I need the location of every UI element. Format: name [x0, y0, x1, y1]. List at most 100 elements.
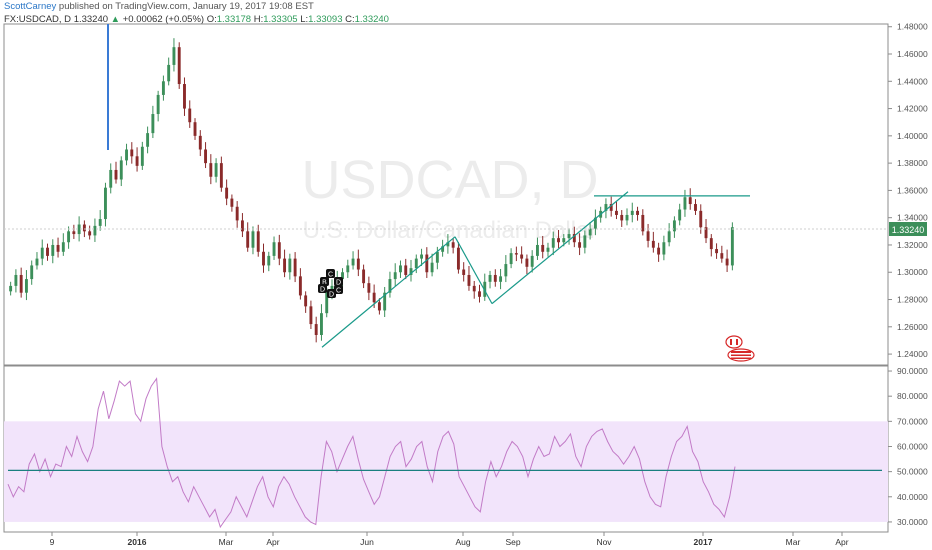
candle-body: [40, 247, 44, 259]
rsi-tick-label: 90.0000: [897, 366, 928, 376]
candle-body: [172, 47, 176, 65]
candle-body: [541, 244, 545, 252]
svg-text:B: B: [322, 280, 327, 287]
candle-body: [267, 255, 271, 266]
candle-body: [609, 204, 613, 211]
candle-body: [188, 108, 192, 123]
candle-body: [67, 231, 71, 243]
candle-body: [667, 231, 671, 243]
candle-body: [372, 292, 376, 303]
candle-body: [672, 220, 676, 232]
time-tick-label: Apr: [835, 537, 848, 547]
svg-text:C: C: [328, 272, 333, 279]
trendline[interactable]: [321, 236, 456, 348]
candle-body: [636, 210, 639, 215]
candle-body: [688, 197, 692, 205]
candle-body: [309, 306, 313, 325]
up-arrow-icon: ▲: [110, 14, 121, 25]
candle-body: [620, 214, 624, 221]
candle-body: [77, 224, 81, 235]
candle-body: [715, 249, 719, 254]
time-tick-label: 2017: [694, 537, 713, 547]
candle-body: [488, 274, 492, 282]
time-tick-label: 9: [50, 537, 55, 547]
candle-body: [562, 238, 566, 243]
candle-body: [730, 227, 734, 266]
candle-body: [130, 149, 134, 157]
svg-text:D: D: [329, 292, 334, 299]
candle-body: [346, 265, 350, 273]
candle-body: [499, 276, 503, 282]
price-tick-label: 1.40000: [897, 131, 928, 141]
rsi-group: [7, 377, 882, 529]
candle-body: [24, 279, 28, 293]
candle-body: [414, 258, 418, 269]
candle-body: [583, 235, 587, 248]
candle-body: [140, 146, 144, 166]
candle-body: [35, 258, 39, 266]
candle-body: [204, 149, 208, 164]
candle-body: [167, 64, 171, 82]
candle-body: [425, 254, 429, 273]
candle-body: [604, 204, 608, 211]
pattern-label-cluster[interactable]: C B D D C D: [318, 269, 343, 299]
price-tick-label: 1.36000: [897, 185, 928, 195]
candle-body: [615, 210, 618, 215]
rsi-line: [7, 377, 736, 529]
candle-body: [19, 274, 23, 293]
candle-body: [435, 251, 439, 263]
candle-body: [662, 242, 666, 255]
published-text: published on TradingView.com, January 19…: [58, 1, 314, 12]
rsi-tick-label: 50.0000: [897, 467, 928, 477]
candle-body: [472, 285, 476, 292]
candle-body: [9, 285, 13, 292]
author-link[interactable]: ScottCarney: [4, 1, 57, 12]
candle-body: [119, 160, 123, 180]
candle-body: [572, 234, 576, 243]
candle-body: [356, 258, 360, 270]
candle-body: [256, 231, 260, 252]
rsi-band: [4, 421, 888, 522]
candle-body: [535, 244, 539, 256]
open-value: 1.33178: [216, 14, 252, 25]
price-tick-label: 1.46000: [897, 49, 928, 59]
usa-flag-icon[interactable]: [727, 348, 755, 362]
last-price-tag-text: 1.33240: [892, 225, 925, 235]
candle-body: [441, 246, 445, 252]
candle-body: [694, 204, 697, 211]
symbol-label[interactable]: FX:USDCAD, D: [4, 14, 72, 25]
trendlines-group[interactable]: [321, 191, 750, 348]
candle-body: [125, 149, 128, 161]
candle-body: [456, 247, 460, 270]
price-tick-label: 1.42000: [897, 104, 928, 114]
price-tick-label: 1.28000: [897, 295, 928, 305]
candle-body: [393, 272, 397, 280]
candle-body: [551, 238, 555, 248]
candle-body: [104, 187, 107, 220]
trendline[interactable]: [491, 191, 629, 305]
canada-flag-icon[interactable]: [725, 335, 743, 349]
candle-body: [14, 274, 18, 286]
candle-body: [478, 291, 481, 297]
time-tick-label: Mar: [786, 537, 801, 547]
chart-header: ScottCarney published on TradingView.com…: [4, 0, 644, 28]
candle-body: [641, 214, 645, 232]
candle-body: [704, 227, 708, 239]
candle-body: [51, 244, 55, 256]
candle-body: [420, 254, 423, 259]
rsi-tick-label: 80.0000: [897, 391, 928, 401]
time-tick-label: Nov: [596, 537, 612, 547]
rsi-tick-label: 30.0000: [897, 517, 928, 527]
axes-group: 1.48000 1.46000 1.44000 1.42000 1.40000 1.380…: [50, 22, 928, 547]
candle-body: [283, 258, 287, 273]
candle-body: [625, 214, 629, 221]
time-tick-label: 2016: [128, 537, 147, 547]
candle-body: [156, 94, 160, 115]
candle-body: [146, 133, 150, 147]
candle-body: [114, 169, 118, 180]
candle-body: [725, 258, 729, 266]
candle-body: [409, 268, 413, 275]
trendline[interactable]: [454, 236, 493, 304]
close-label: C:: [345, 14, 355, 25]
